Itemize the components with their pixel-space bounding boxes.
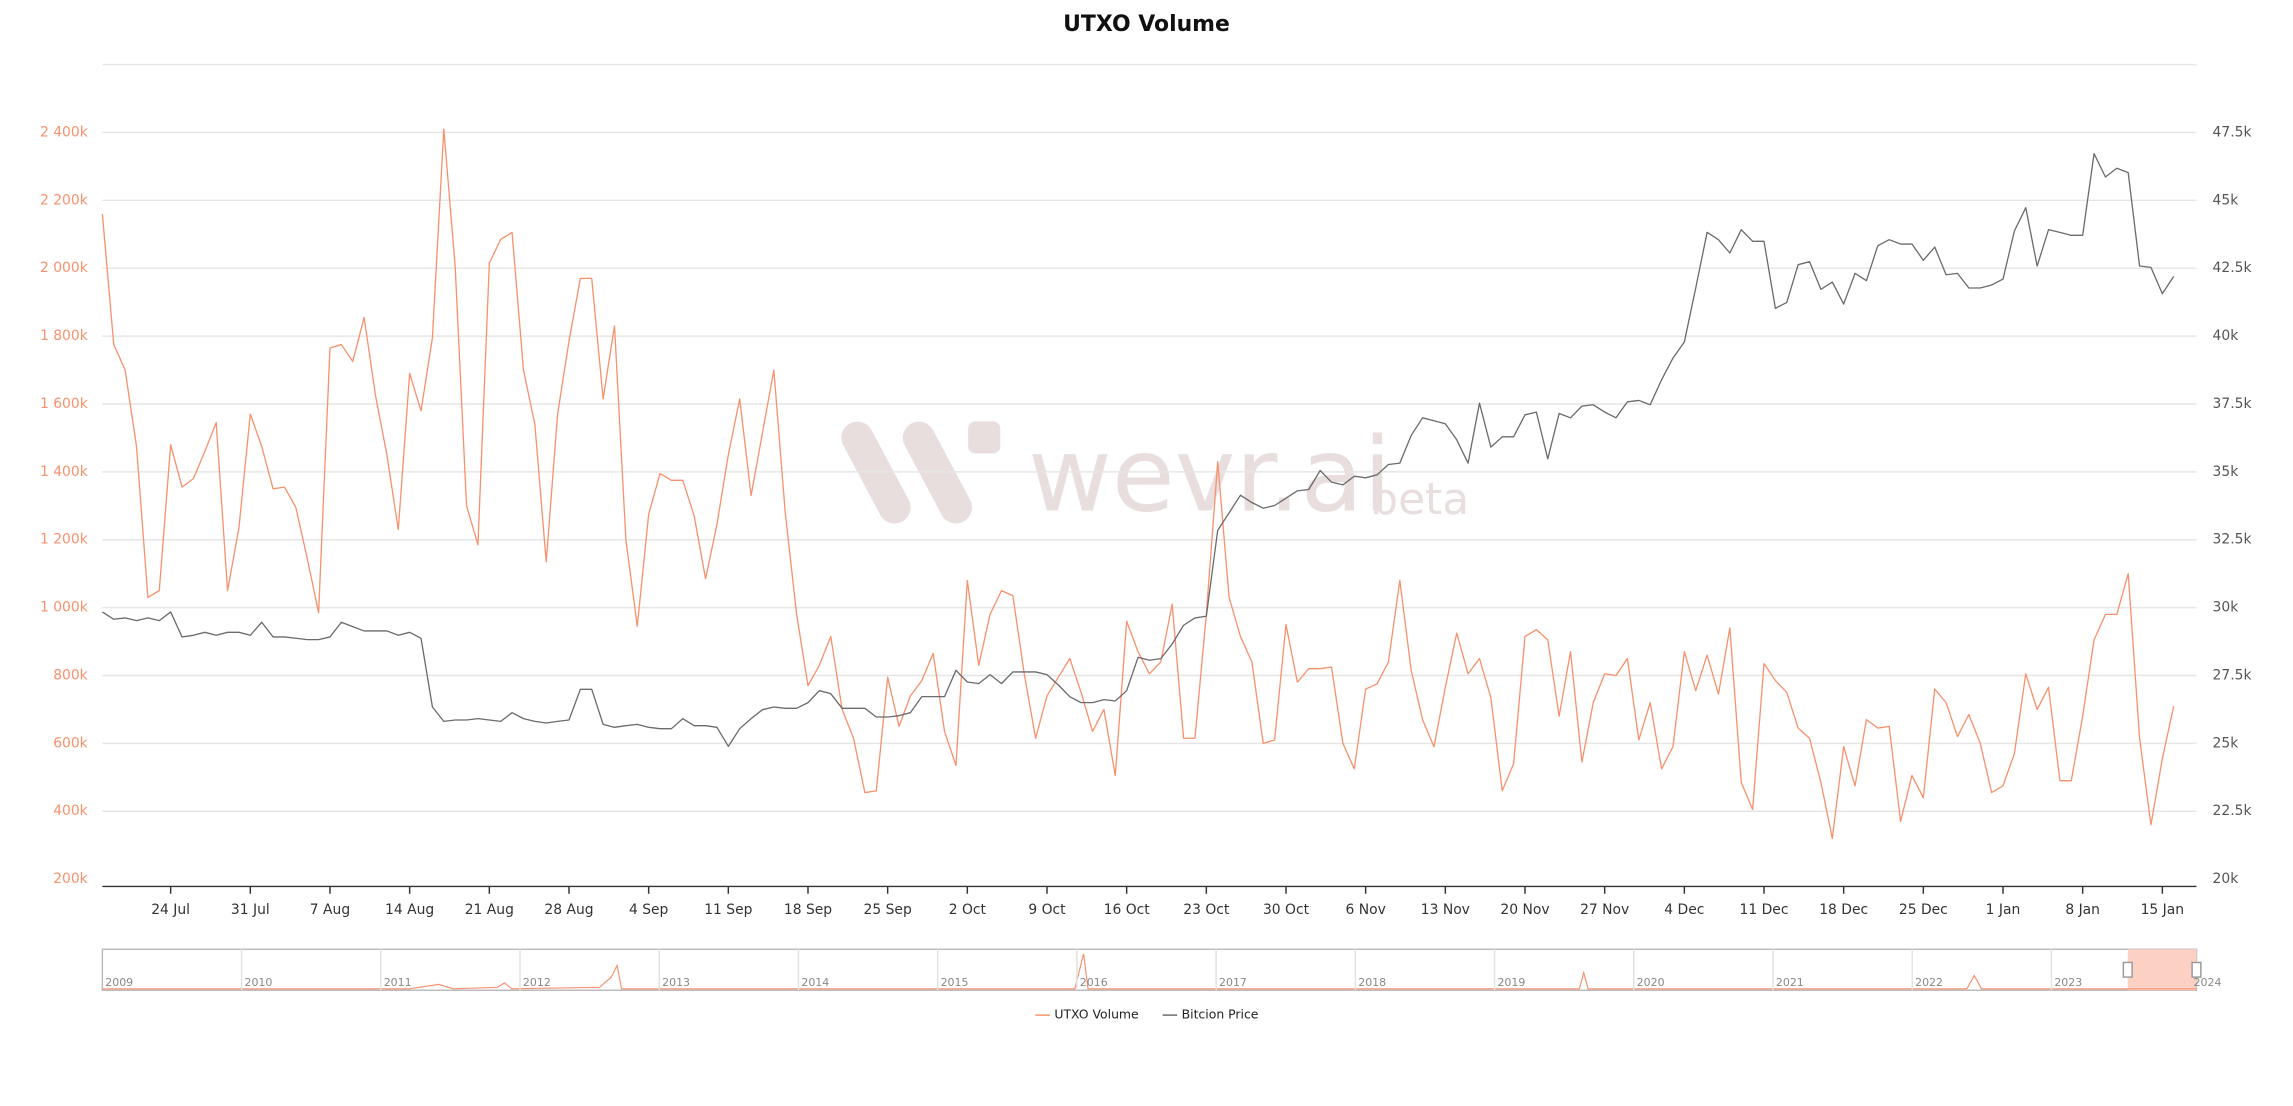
x-tick-label: 25 Dec [1899, 902, 1948, 918]
navigator-year: 2023 [2054, 976, 2082, 989]
x-tick-label: 14 Aug [385, 902, 434, 918]
x-tick-label: 20 Nov [1500, 902, 1549, 918]
legend-label: UTXO Volume [1054, 1007, 1138, 1022]
x-tick-label: 1 Jan [1986, 902, 2021, 918]
x-tick-label: 18 Dec [1819, 902, 1868, 918]
y2-tick-label: 37.5k [2213, 396, 2252, 412]
y-tick-label: 2 200k [40, 192, 88, 208]
navigator-year: 2021 [1776, 976, 1804, 989]
navigator-year: 2011 [384, 976, 412, 989]
y-tick-label: 2 400k [40, 124, 88, 140]
x-tick-label: 25 Sep [864, 902, 912, 918]
navigator-year: 2017 [1219, 976, 1247, 989]
x-tick-label: 21 Aug [465, 902, 514, 918]
navigator-year: 2022 [1915, 976, 1943, 989]
x-tick-label: 31 Jul [231, 902, 270, 918]
navigator-frame [101, 948, 2198, 991]
x-tick-label: 16 Oct [1104, 902, 1151, 918]
watermark-brand: wevr.ai [1028, 417, 1392, 536]
chart-title: UTXO Volume [1063, 12, 1230, 37]
navigator-handle[interactable] [2191, 961, 2202, 978]
y2-tick-label: 40k [2213, 328, 2239, 344]
y-tick-label: 400k [53, 803, 88, 819]
x-tick-label: 23 Oct [1183, 902, 1230, 918]
navigator-handle[interactable] [2122, 961, 2133, 978]
x-tick-label: 4 Sep [629, 902, 669, 918]
y-tick-label: 2 000k [40, 260, 88, 276]
watermark-tag: beta [1370, 474, 1469, 525]
navigator-year: 2016 [1080, 976, 1108, 989]
navigator-selection[interactable] [2127, 949, 2197, 991]
x-tick-label: 15 Jan [2141, 902, 2184, 918]
y-tick-label: 800k [53, 667, 88, 683]
navigator-year: 2010 [245, 976, 273, 989]
navigator-year: 2018 [1358, 976, 1386, 989]
navigator-year: 2014 [801, 976, 829, 989]
navigator-year: 2012 [523, 976, 551, 989]
y2-tick-label: 30k [2213, 600, 2239, 616]
series-line [101, 128, 2175, 840]
watermark-logo [968, 421, 1001, 454]
y2-tick-label: 22.5k [2213, 803, 2252, 819]
x-tick-label: 4 Dec [1664, 902, 1704, 918]
navigator-year: 2015 [941, 976, 969, 989]
y-tick-label: 600k [53, 735, 88, 751]
navigator-trace [102, 953, 2197, 990]
legend-label: Bitcion Price [1182, 1007, 1259, 1022]
grid [102, 63, 2197, 812]
x-tick-label: 8 Jan [2065, 902, 2100, 918]
x-tick-label: 27 Nov [1580, 902, 1629, 918]
navigator-year: 2019 [1497, 976, 1525, 989]
y-tick-label: 1 000k [40, 600, 88, 616]
y-tick-label: 1 200k [40, 532, 88, 548]
y-tick-label: 1 800k [40, 328, 88, 344]
y-tick-label: 1 400k [40, 464, 88, 480]
x-tick-label: 24 Jul [151, 902, 190, 918]
x-tick-label: 18 Sep [784, 902, 832, 918]
series-line [102, 152, 2175, 747]
y2-tick-label: 42.5k [2213, 260, 2252, 276]
legend: UTXO Volume Bitcion Price [1035, 1007, 1258, 1022]
x-tick-label: 11 Sep [704, 902, 752, 918]
navigator-year: 2013 [662, 976, 690, 989]
navigator-year: 2009 [105, 976, 133, 989]
y2-tick-label: 45k [2213, 192, 2239, 208]
x-tick-label: 30 Oct [1263, 902, 1310, 918]
x-tick-label: 2 Oct [949, 902, 987, 918]
y2-tick-label: 35k [2213, 464, 2239, 480]
x-tick-label: 13 Nov [1421, 902, 1470, 918]
y-tick-label: 200k [53, 871, 88, 887]
y2-tick-label: 27.5k [2213, 667, 2252, 683]
navigator-year: 2024 [2194, 976, 2222, 989]
y2-tick-label: 20k [2213, 871, 2239, 887]
y-tick-label: 1 600k [40, 396, 88, 412]
x-tick-label: 9 Oct [1028, 902, 1066, 918]
x-tick-label: 28 Aug [544, 902, 593, 918]
x-tick-label: 11 Dec [1740, 902, 1789, 918]
x-tick-label: 6 Nov [1346, 902, 1386, 918]
y2-tick-label: 32.5k [2213, 532, 2252, 548]
navigator-year: 2020 [1637, 976, 1665, 989]
x-tick-label: 7 Aug [310, 902, 350, 918]
y2-tick-label: 47.5k [2213, 124, 2252, 140]
navigator: 2009 2010 2011 2012 2013 2014 2015 2016 2017 2018… [101, 948, 2222, 991]
y2-tick-label: 25k [2213, 735, 2239, 751]
